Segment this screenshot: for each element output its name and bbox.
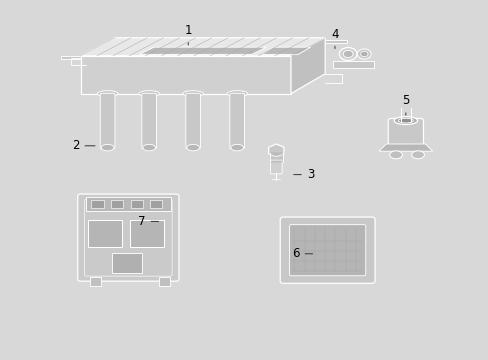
Ellipse shape bbox=[229, 93, 244, 98]
FancyBboxPatch shape bbox=[229, 93, 244, 149]
Ellipse shape bbox=[339, 48, 356, 60]
Ellipse shape bbox=[139, 91, 159, 96]
Polygon shape bbox=[378, 144, 432, 151]
FancyBboxPatch shape bbox=[270, 160, 282, 174]
FancyBboxPatch shape bbox=[280, 217, 374, 283]
Bar bbox=[130, 200, 142, 208]
Ellipse shape bbox=[343, 50, 352, 58]
Polygon shape bbox=[81, 38, 325, 56]
Bar bbox=[88, 220, 122, 247]
FancyBboxPatch shape bbox=[142, 93, 156, 149]
Ellipse shape bbox=[100, 93, 115, 98]
FancyBboxPatch shape bbox=[78, 194, 179, 281]
Ellipse shape bbox=[141, 93, 157, 98]
Polygon shape bbox=[332, 61, 373, 68]
Ellipse shape bbox=[360, 51, 367, 57]
Polygon shape bbox=[261, 47, 310, 54]
Ellipse shape bbox=[101, 144, 114, 151]
Text: 2: 2 bbox=[72, 139, 95, 152]
Ellipse shape bbox=[357, 49, 370, 59]
Ellipse shape bbox=[411, 151, 424, 159]
Ellipse shape bbox=[142, 144, 155, 151]
Ellipse shape bbox=[398, 118, 412, 123]
Text: 1: 1 bbox=[184, 24, 192, 45]
FancyBboxPatch shape bbox=[185, 93, 200, 149]
FancyBboxPatch shape bbox=[289, 225, 365, 276]
Polygon shape bbox=[139, 47, 266, 54]
Ellipse shape bbox=[185, 93, 201, 98]
Text: 7: 7 bbox=[138, 215, 158, 228]
Bar bbox=[150, 200, 162, 208]
Bar bbox=[159, 277, 169, 286]
Text: 6: 6 bbox=[291, 247, 312, 260]
Bar bbox=[112, 253, 142, 273]
Polygon shape bbox=[290, 38, 325, 94]
Polygon shape bbox=[61, 56, 81, 59]
FancyBboxPatch shape bbox=[100, 93, 115, 149]
Bar bbox=[129, 220, 163, 247]
Ellipse shape bbox=[183, 91, 203, 96]
Ellipse shape bbox=[226, 91, 247, 96]
Ellipse shape bbox=[230, 144, 243, 151]
Bar bbox=[111, 200, 123, 208]
Bar bbox=[85, 197, 171, 211]
Ellipse shape bbox=[186, 144, 199, 151]
Text: 5: 5 bbox=[401, 94, 409, 115]
Polygon shape bbox=[325, 40, 346, 43]
Ellipse shape bbox=[393, 117, 417, 125]
Ellipse shape bbox=[389, 151, 402, 159]
Ellipse shape bbox=[97, 91, 118, 96]
Text: 4: 4 bbox=[330, 28, 338, 49]
Polygon shape bbox=[81, 56, 290, 94]
Polygon shape bbox=[268, 144, 284, 157]
FancyBboxPatch shape bbox=[387, 118, 423, 146]
Text: 3: 3 bbox=[293, 168, 314, 181]
Bar bbox=[91, 200, 103, 208]
Bar bbox=[90, 277, 101, 286]
